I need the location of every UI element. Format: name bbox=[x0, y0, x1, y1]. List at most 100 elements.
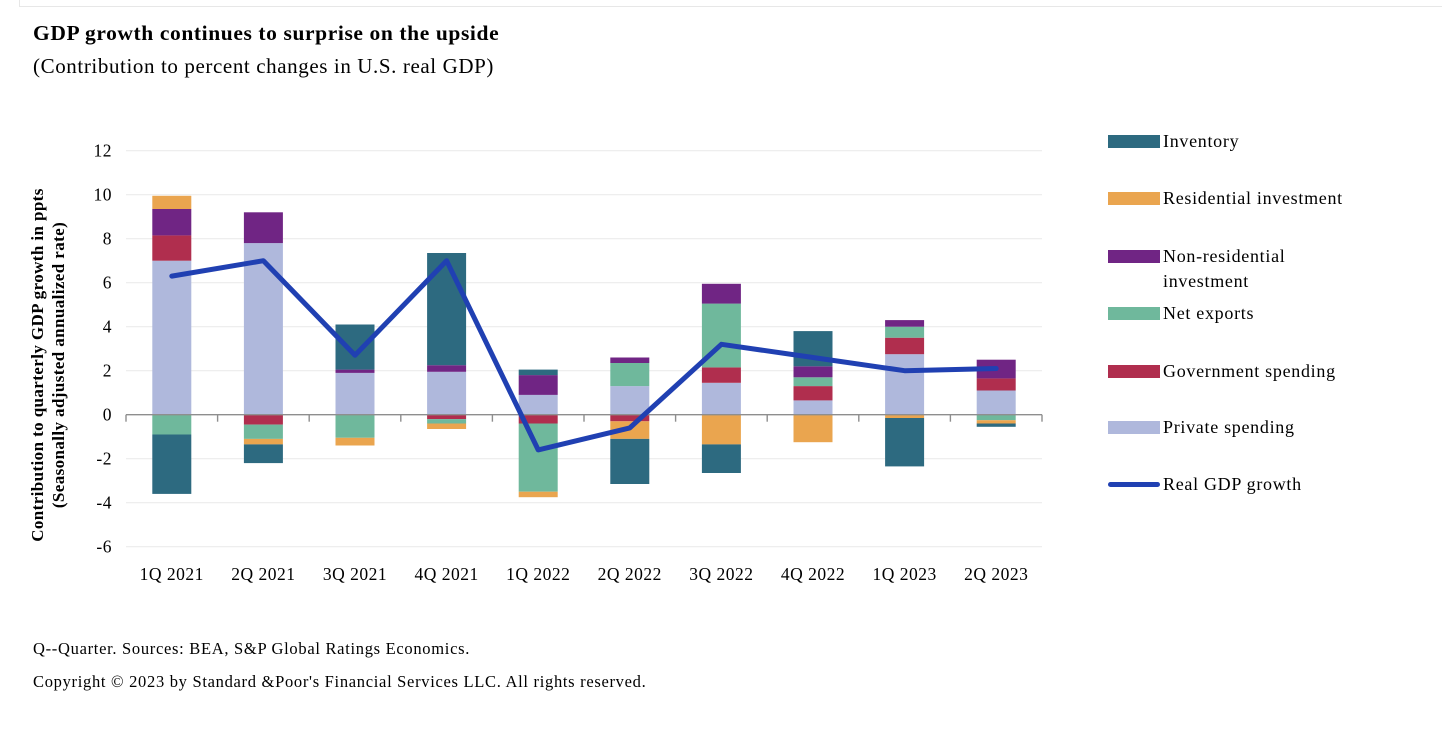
gdp-chart-plot: 12 10 8 6 4 2 0 -2 -4 -6 1Q 2021 2Q 2021 3Q 2021 4Q 2… bbox=[94, 141, 1043, 584]
x-axis-label: 4Q 2021 bbox=[414, 564, 478, 584]
bar-segment bbox=[335, 372, 375, 415]
bar-segment bbox=[793, 386, 833, 401]
bar-segment bbox=[335, 414, 375, 438]
legend-label: Non-residential investment bbox=[1163, 246, 1286, 291]
bar-segment bbox=[885, 414, 925, 418]
page-border-top bbox=[19, 6, 1442, 7]
bar-segment bbox=[427, 253, 467, 366]
chart-title: GDP growth continues to surprise on the … bbox=[33, 21, 500, 45]
bar-segment bbox=[976, 378, 1016, 391]
bar-segment bbox=[335, 369, 375, 373]
bar-segment bbox=[793, 414, 833, 443]
bar-segment bbox=[976, 423, 1016, 427]
legend-label: Private spending bbox=[1163, 417, 1295, 437]
real-gdp-growth-line-icon bbox=[1108, 482, 1160, 487]
chart-subtitle: (Contribution to percent changes in U.S.… bbox=[33, 54, 494, 78]
legend-item-real-gdp-growth: Real GDP growth bbox=[1108, 472, 1302, 497]
bar-segment bbox=[701, 367, 741, 383]
bar-segment bbox=[427, 414, 467, 420]
x-axis-label: 2Q 2021 bbox=[231, 564, 295, 584]
bar-segment bbox=[885, 354, 925, 415]
bar-segment bbox=[518, 423, 558, 492]
bar-segment bbox=[701, 414, 741, 445]
bar-segment bbox=[427, 371, 467, 415]
y-axis-tick-label: 6 bbox=[103, 273, 112, 293]
real-gdp-growth-line bbox=[169, 258, 999, 453]
bar-segment bbox=[427, 419, 467, 424]
bar-segment bbox=[243, 414, 283, 425]
bar-segment bbox=[518, 394, 558, 415]
bar-segment bbox=[610, 386, 650, 415]
y-axis-tick-label: 4 bbox=[103, 317, 112, 337]
x-axis-label: 1Q 2022 bbox=[506, 564, 570, 584]
legend-item-residential-investment: Residential investment bbox=[1108, 186, 1343, 211]
bar-segment bbox=[152, 434, 192, 494]
page-border-corner bbox=[19, 0, 20, 7]
x-axis-label: 3Q 2022 bbox=[689, 564, 753, 584]
government-spending-swatch-icon bbox=[1108, 365, 1160, 378]
bar-segment bbox=[885, 320, 925, 327]
residential-investment-swatch-icon bbox=[1108, 192, 1160, 205]
private-spending-swatch-icon bbox=[1108, 421, 1160, 434]
bar-segment bbox=[427, 423, 467, 429]
x-axis-label: 2Q 2023 bbox=[964, 564, 1028, 584]
y-axis-tick-label: 2 bbox=[103, 361, 112, 381]
bar-segment bbox=[335, 437, 375, 446]
y-axis-tick-label: -2 bbox=[96, 449, 112, 469]
bar-segment bbox=[518, 414, 558, 424]
bar-segment bbox=[976, 390, 1016, 415]
y-axis-tick-label: 0 bbox=[103, 405, 112, 425]
bar-segment bbox=[610, 438, 650, 484]
bar-segment bbox=[701, 283, 741, 304]
bar-segment bbox=[152, 195, 192, 209]
y-axis-label-line1: Contribution to quarterly GDP growth in … bbox=[28, 188, 47, 542]
bar-segment bbox=[976, 414, 1016, 421]
legend-item-net-exports: Net exports bbox=[1108, 301, 1254, 326]
legend-label: Residential investment bbox=[1163, 188, 1343, 208]
copyright-note: Copyright © 2023 by Standard &Poor's Fin… bbox=[33, 672, 647, 691]
bar-segment bbox=[793, 400, 833, 415]
y-axis-tick-label: 12 bbox=[94, 141, 113, 161]
non-residential-investment-swatch-icon bbox=[1108, 250, 1160, 263]
x-axis-label: 4Q 2022 bbox=[781, 564, 845, 584]
bar-segment bbox=[793, 366, 833, 378]
legend-item-private-spending: Private spending bbox=[1108, 415, 1295, 440]
y-axis-label: Contribution to quarterly GDP growth in … bbox=[27, 130, 69, 600]
bar-segment bbox=[243, 243, 283, 415]
source-note: Q--Quarter. Sources: BEA, S&P Global Rat… bbox=[33, 639, 471, 658]
bar-segment bbox=[885, 326, 925, 338]
bar-segment bbox=[152, 260, 192, 415]
bar-segment bbox=[610, 357, 650, 363]
legend-label: Government spending bbox=[1163, 361, 1336, 381]
legend-item-non-residential-investment: Non-residential investment bbox=[1108, 244, 1375, 294]
bar-segment bbox=[976, 420, 1016, 424]
y-axis-tick-label: -4 bbox=[96, 493, 112, 513]
y-axis-tick-label: 10 bbox=[94, 185, 113, 205]
net-exports-swatch-icon bbox=[1108, 307, 1160, 320]
x-axis-label: 2Q 2022 bbox=[598, 564, 662, 584]
y-axis-tick-label: 8 bbox=[103, 229, 112, 249]
legend-item-inventory: Inventory bbox=[1108, 129, 1239, 154]
bar-segment bbox=[243, 438, 283, 445]
bar-segment bbox=[427, 365, 467, 372]
legend-label: Inventory bbox=[1163, 131, 1240, 151]
bar-segment bbox=[518, 369, 558, 376]
bar-segment bbox=[518, 375, 558, 395]
bar-segment bbox=[335, 324, 375, 370]
x-axis-label: 1Q 2023 bbox=[872, 564, 936, 584]
bar-segment bbox=[701, 382, 741, 415]
y-axis-label-line2: (Seasonally adjusted annualized rate) bbox=[49, 221, 68, 509]
bar-segment bbox=[518, 491, 558, 498]
inventory-swatch-icon bbox=[1108, 135, 1160, 148]
x-axis-label: 3Q 2021 bbox=[323, 564, 387, 584]
y-axis-tick-label: -6 bbox=[96, 537, 112, 557]
x-axis-label: 1Q 2021 bbox=[140, 564, 204, 584]
bar-segment bbox=[243, 424, 283, 439]
bar-segment bbox=[243, 444, 283, 464]
bar-segment bbox=[152, 209, 192, 236]
legend-label: Net exports bbox=[1163, 303, 1255, 323]
bar-segment bbox=[152, 235, 192, 261]
bar-segment bbox=[701, 444, 741, 473]
bar-segment bbox=[152, 414, 192, 435]
bar-segment bbox=[610, 414, 650, 422]
